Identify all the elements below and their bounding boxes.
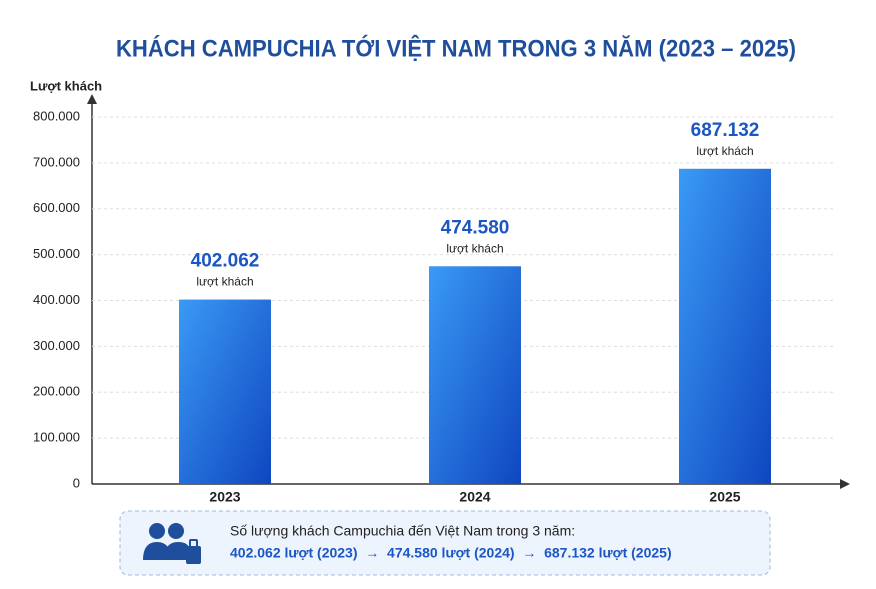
y-tick-label: 0 — [73, 475, 80, 490]
y-tick-label: 800.000 — [33, 108, 80, 123]
value-label: 687.132 — [691, 120, 760, 141]
y-tick-label: 500.000 — [33, 246, 80, 261]
value-label: 402.062 — [191, 251, 260, 272]
value-unit: lượt khách — [196, 275, 253, 289]
y-axis-label: Lượt khách — [30, 78, 102, 93]
x-tick-label: 2025 — [709, 489, 740, 505]
bar — [429, 266, 521, 484]
y-tick-label: 300.000 — [33, 338, 80, 353]
visitor-icon — [143, 523, 201, 564]
value-unit: lượt khách — [696, 144, 753, 158]
y-tick-label: 700.000 — [33, 154, 80, 169]
value-label: 474.580 — [441, 217, 510, 238]
value-unit: lượt khách — [446, 241, 503, 255]
x-tick-label: 2024 — [459, 489, 490, 505]
y-tick-label: 200.000 — [33, 384, 80, 399]
x-axis-arrow — [840, 479, 850, 489]
x-tick-label: 2023 — [209, 489, 240, 505]
y-axis-arrow — [87, 94, 97, 104]
plot: 0 100.000 200.000 300.000 400.000 500.000 600.… — [33, 108, 835, 505]
chart-title: KHÁCH CAMPUCHIA TỚI VIỆT NAM TRONG 3 NĂM… — [116, 34, 796, 62]
y-tick-label: 100.000 — [33, 430, 80, 445]
bar — [179, 299, 271, 484]
summary-line: 402.062 lượt (2023) → 474.580 lượt (2024… — [230, 545, 672, 561]
summary-heading: Số lượng khách Campuchia đến Việt Nam tr… — [230, 523, 575, 539]
bar — [679, 168, 771, 484]
y-tick-label: 400.000 — [33, 292, 80, 307]
y-tick-label: 600.000 — [33, 200, 80, 215]
summary-box — [119, 510, 771, 576]
